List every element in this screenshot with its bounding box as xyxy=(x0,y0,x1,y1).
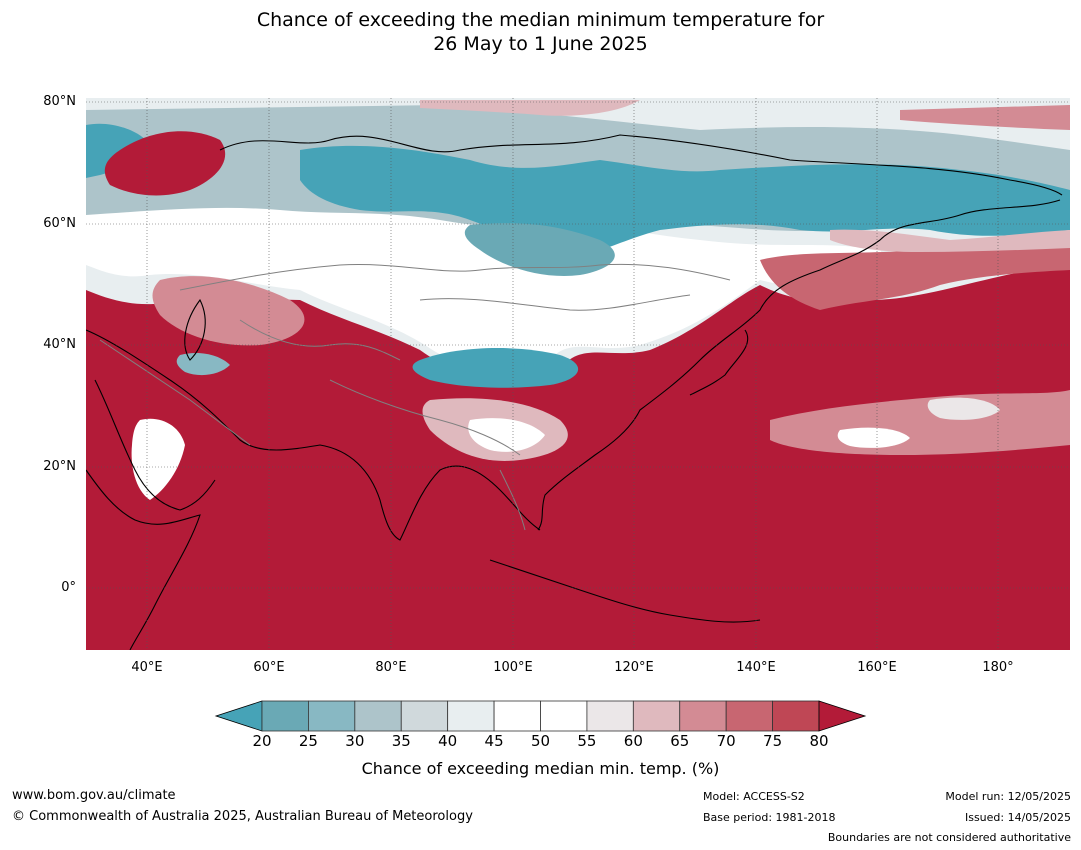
footer-copyright: © Commonwealth of Australia 2025, Austra… xyxy=(12,809,473,824)
colorbar-segment xyxy=(725,700,773,732)
region-north-white xyxy=(86,190,900,371)
colorbar-tick-label: 75 xyxy=(763,732,783,750)
region-west-siberia-cool xyxy=(86,123,150,178)
title-line-2: 26 May to 1 June 2025 xyxy=(433,33,648,55)
colorbar-segment xyxy=(447,700,495,732)
colorbar-tick-label: 80 xyxy=(809,732,829,750)
colorbar-tick-label: 40 xyxy=(438,732,458,750)
colorbar-segment xyxy=(772,700,820,732)
region-arctic-warm-light xyxy=(420,100,640,116)
forecast-map xyxy=(86,98,1070,650)
colorbar-segment xyxy=(308,700,356,732)
colorbar-segment xyxy=(540,700,588,732)
lon-label-180: 180° xyxy=(982,660,1014,675)
coastline-arabia xyxy=(94,379,216,511)
colorbar-tick-label: 65 xyxy=(670,732,690,750)
region-scandinavia-warm xyxy=(104,131,226,196)
colorbar-tick-label: 55 xyxy=(577,732,597,750)
colorbar-tick-label: 45 xyxy=(484,732,504,750)
region-far-east-warm-top xyxy=(900,105,1070,130)
region-east-warm-light xyxy=(830,229,1070,252)
lat-label-40n: 40°N xyxy=(43,337,76,352)
lon-label-40e: 40°E xyxy=(131,660,163,675)
lon-label-140e: 140°E xyxy=(736,660,776,675)
coastline-caspian xyxy=(184,298,206,361)
lat-label-60n: 60°N xyxy=(43,216,76,231)
lat-label-0: 0° xyxy=(61,580,76,595)
boundary-china-mongolia xyxy=(419,294,691,311)
colorbar-segment xyxy=(586,700,634,732)
coastline-russia-north xyxy=(219,134,1063,196)
colorbar-tick-label: 30 xyxy=(345,732,365,750)
colorbar-segment xyxy=(354,700,402,732)
colorbar-segment xyxy=(493,700,541,732)
region-pacific-light-patch xyxy=(927,397,1000,420)
coastline-africa xyxy=(86,469,201,650)
footer-model: Model: ACCESS-S2 xyxy=(703,790,805,803)
region-arabia-white xyxy=(131,418,185,500)
lon-label-100e: 100°E xyxy=(493,660,533,675)
colorbar-tick-label: 60 xyxy=(623,732,643,750)
lon-label-80e: 80°E xyxy=(375,660,407,675)
colorbar-tick-label: 25 xyxy=(298,732,318,750)
colorbar-segment xyxy=(261,700,309,732)
lat-label-20n: 20°N xyxy=(43,459,76,474)
colorbar-tick-label: 35 xyxy=(391,732,411,750)
region-pacific-white-patch xyxy=(837,427,910,448)
map-title: Chance of exceeding the median minimum t… xyxy=(0,8,1081,56)
coastline-japan xyxy=(689,329,749,396)
colorbar-high-extension xyxy=(818,700,867,732)
colorbar-label: Chance of exceeding median min. temp. (%… xyxy=(361,759,720,778)
coastline-south-asia xyxy=(86,329,541,541)
lon-label-60e: 60°E xyxy=(253,660,285,675)
lat-label-80n: 80°N xyxy=(43,94,76,109)
colorbar-segment xyxy=(679,700,727,732)
footer-model-run: Model run: 12/05/2025 xyxy=(945,790,1071,803)
coastline-maritime-se-asia xyxy=(489,559,761,623)
colorbar-tick-label: 50 xyxy=(530,732,551,750)
boundary-russia-kazakhstan xyxy=(179,263,731,291)
colorbar-low-extension xyxy=(214,700,263,732)
colorbar-segment xyxy=(400,700,449,732)
boundary-southeast-asia xyxy=(499,469,526,531)
colorbar-tick-label: 70 xyxy=(716,732,736,750)
lon-label-120e: 120°E xyxy=(614,660,654,675)
colorbar-tick-label: 20 xyxy=(252,732,272,750)
footer-boundaries: Boundaries are not considered authoritat… xyxy=(827,831,1071,844)
colorbar-segment xyxy=(632,700,681,732)
region-china-white xyxy=(468,418,545,452)
coastline-east-asia xyxy=(537,199,1061,531)
region-caspian-cool xyxy=(176,353,230,376)
region-mongolia-cool xyxy=(464,223,615,276)
boundary-himalaya xyxy=(329,379,521,456)
footer-website: www.bom.gov.au/climate xyxy=(12,788,176,803)
region-east-warm-mid xyxy=(760,245,1070,310)
boundary-middle-east xyxy=(99,339,251,446)
title-line-1: Chance of exceeding the median minimum t… xyxy=(256,9,825,31)
region-kazakh-warm xyxy=(152,276,305,346)
footer-base-period: Base period: 1981-2018 xyxy=(703,811,836,824)
region-tibet-cool xyxy=(412,348,579,388)
lon-label-160e: 160°E xyxy=(857,660,897,675)
footer-issued: Issued: 14/05/2025 xyxy=(964,811,1071,824)
